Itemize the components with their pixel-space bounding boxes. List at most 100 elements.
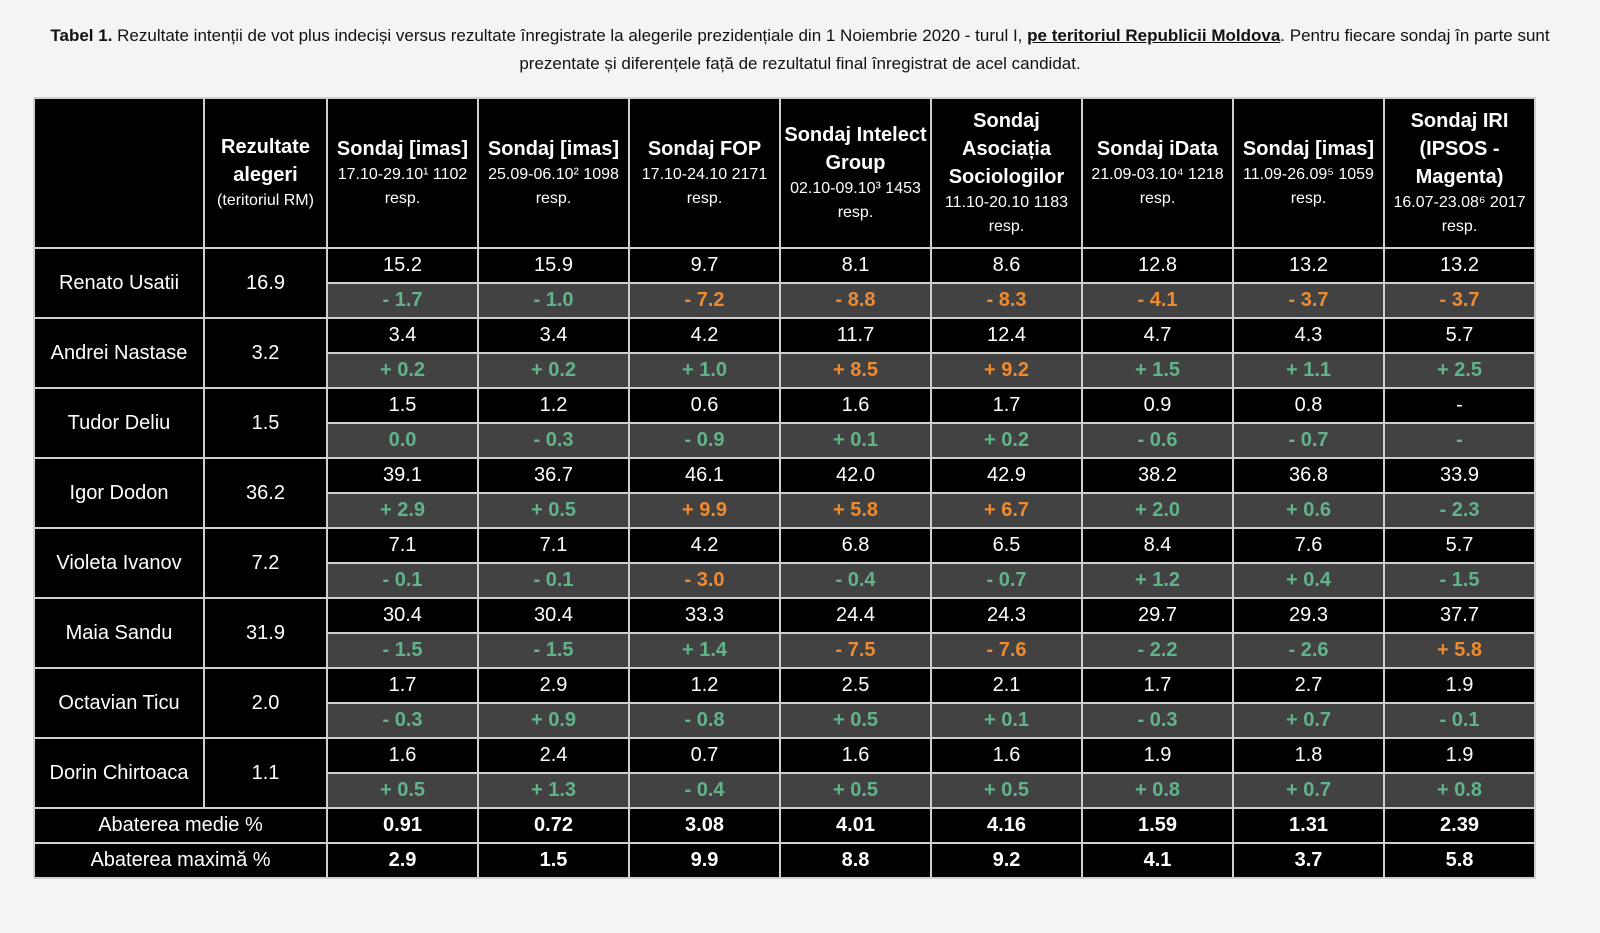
poll-value-cell: 1.9	[1081, 737, 1234, 774]
poll-value-cell: 12.4	[930, 317, 1083, 354]
summary-value-cell: 8.8	[779, 842, 932, 879]
header-poll-6: Sondaj [imas] 11.09-26.09⁵ 1059 resp.	[1232, 97, 1385, 249]
candidate-name: Renato Usatii	[33, 247, 205, 319]
election-result: 1.5	[203, 387, 328, 459]
poll-value-cell: 1.7	[1081, 667, 1234, 704]
poll-diff-cell: - 0.1	[1383, 702, 1536, 739]
candidate-diff-row: + 2.9 + 0.5 + 9.9 + 5.8 + 6.7 + 2.0 + 0.6- 2.3	[34, 492, 1536, 529]
poll-details: 25.09-06.10² 1098 resp.	[488, 166, 619, 207]
election-result: 16.9	[203, 247, 328, 319]
summary-value-cell: 2.9	[326, 842, 479, 879]
poll-diff-cell: - 2.2	[1081, 632, 1234, 669]
poll-value-cell: 1.2	[628, 667, 781, 704]
poll-diff-cell: - 0.4	[779, 562, 932, 599]
poll-diff-cell: + 5.8	[779, 492, 932, 529]
poll-value-cell: 6.8	[779, 527, 932, 564]
poll-diff-cell: - 7.2	[628, 282, 781, 319]
poll-diff-cell: - 8.3	[930, 282, 1083, 319]
header-results-sub: (teritoriul RM)	[217, 192, 314, 209]
poll-comparison-table: Rezultate alegeri (teritoriul RM) Sondaj…	[33, 97, 1536, 879]
poll-value-cell: 7.6	[1232, 527, 1385, 564]
poll-diff-cell: + 0.5	[930, 772, 1083, 809]
candidate-value-row: Maia Sandu 31.9 30.4 30.4 33.3 24.4 24.3 29.7 29…	[33, 597, 1536, 669]
poll-diff-cell: + 2.5	[1383, 352, 1536, 389]
poll-value-cell: 4.3	[1232, 317, 1385, 354]
candidate-name: Tudor Deliu	[33, 387, 205, 459]
poll-diff-cell: + 0.8	[1081, 772, 1234, 809]
poll-value-cell: 0.6	[628, 387, 781, 424]
election-result: 36.2	[203, 457, 328, 529]
poll-value-cell: 5.7	[1383, 527, 1536, 564]
candidate-value-row: Octavian Ticu 2.0 1.7 2.9 1.2 2.5 2.1 1.7 2.7 1.9	[33, 667, 1536, 739]
poll-diff-cell: - 7.5	[779, 632, 932, 669]
poll-value-cell: 0.9	[1081, 387, 1234, 424]
poll-value-cell: 42.0	[779, 457, 932, 494]
summary-value-cell: 1.59	[1081, 807, 1234, 844]
summary-value-cell: 9.9	[628, 842, 781, 879]
poll-diff-cell: + 1.0	[628, 352, 781, 389]
summary-row: Abaterea medie % 0.91 0.72 3.08 4.01 4.16 1.59…	[33, 807, 1536, 844]
candidate-name: Dorin Chirtoaca	[33, 737, 205, 809]
summary-value-cell: 4.01	[779, 807, 932, 844]
poll-value-cell: 15.9	[477, 247, 630, 284]
summary-value-cell: 0.72	[477, 807, 630, 844]
candidate-name: Andrei Nastase	[33, 317, 205, 389]
header-election-results: Rezultate alegeri (teritoriul RM)	[203, 97, 328, 249]
poll-details: 11.09-26.09⁵ 1059 resp.	[1243, 166, 1374, 207]
candidate-diff-row: - 0.1- 0.1- 3.0- 0.4- 0.7 + 1.2 + 0.4- 1.5	[34, 562, 1536, 599]
poll-value-cell: 1.6	[326, 737, 479, 774]
poll-value-cell: 15.2	[326, 247, 479, 284]
poll-diff-cell: - 1.7	[326, 282, 479, 319]
poll-value-cell: 1.6	[779, 737, 932, 774]
poll-value-cell: 0.7	[628, 737, 781, 774]
poll-details: 02.10-09.10³ 1453 resp.	[790, 180, 921, 221]
poll-value-cell: 13.2	[1383, 247, 1536, 284]
poll-value-cell: 11.7	[779, 317, 932, 354]
candidate-value-row: Tudor Deliu 1.5 1.5 1.2 0.6 1.6 1.7 0.9 0.8-	[33, 387, 1536, 459]
poll-value-cell: 33.3	[628, 597, 781, 634]
poll-value-cell: 38.2	[1081, 457, 1234, 494]
poll-diff-cell: + 0.1	[779, 422, 932, 459]
poll-title: Sondaj [imas]	[1242, 138, 1375, 160]
summary-value-cell: 0.91	[326, 807, 479, 844]
poll-diff-cell: + 0.9	[477, 702, 630, 739]
poll-title: Sondaj [imas]	[487, 138, 620, 160]
poll-title: Sondaj Intelect Group	[784, 124, 927, 174]
caption-territory: pe teritoriul Republicii Moldova	[1027, 26, 1281, 45]
poll-value-cell: 29.7	[1081, 597, 1234, 634]
header-poll-0: Sondaj [imas] 17.10-29.10¹ 1102 resp.	[326, 97, 479, 249]
poll-value-cell: 46.1	[628, 457, 781, 494]
poll-value-cell: 1.5	[326, 387, 479, 424]
poll-diff-cell: - 0.6	[1081, 422, 1234, 459]
poll-diff-cell: - 2.3	[1383, 492, 1536, 529]
poll-diff-cell: + 0.7	[1232, 702, 1385, 739]
poll-value-cell: 2.7	[1232, 667, 1385, 704]
caption-lead: Tabel 1.	[50, 26, 113, 45]
poll-value-cell: 4.2	[628, 527, 781, 564]
poll-diff-cell: - 3.7	[1383, 282, 1536, 319]
summary-value-cell: 2.39	[1383, 807, 1536, 844]
candidate-diff-row: - 1.7- 1.0- 7.2- 8.8- 8.3- 4.1- 3.7- 3.7	[34, 282, 1536, 319]
poll-value-cell: 8.4	[1081, 527, 1234, 564]
poll-value-cell: 1.7	[326, 667, 479, 704]
summary-label: Abaterea maximă %	[33, 842, 328, 879]
candidate-name: Octavian Ticu	[33, 667, 205, 739]
candidate-value-row: Renato Usatii 16.9 15.2 15.9 9.7 8.1 8.6 12.8 13…	[33, 247, 1536, 319]
poll-diff-cell: + 1.4	[628, 632, 781, 669]
summary-value-cell: 3.7	[1232, 842, 1385, 879]
header-poll-2: Sondaj FOP 17.10-24.10 2171 resp.	[628, 97, 781, 249]
poll-diff-cell: - 0.7	[1232, 422, 1385, 459]
election-result: 1.1	[203, 737, 328, 809]
summary-label: Abaterea medie %	[33, 807, 328, 844]
summary-value-cell: 4.1	[1081, 842, 1234, 879]
poll-value-cell: 9.7	[628, 247, 781, 284]
poll-value-cell: 1.7	[930, 387, 1083, 424]
header-poll-7: Sondaj IRI (IPSOS -Magenta) 16.07-23.08⁶ …	[1383, 97, 1536, 249]
poll-details: 17.10-29.10¹ 1102 resp.	[337, 166, 468, 207]
poll-diff-cell: + 0.2	[930, 422, 1083, 459]
candidate-name: Maia Sandu	[33, 597, 205, 669]
poll-diff-cell: - 3.7	[1232, 282, 1385, 319]
summary-value-cell: 1.5	[477, 842, 630, 879]
poll-value-cell: 2.5	[779, 667, 932, 704]
header-results-title: Rezultate alegeri	[221, 136, 310, 186]
